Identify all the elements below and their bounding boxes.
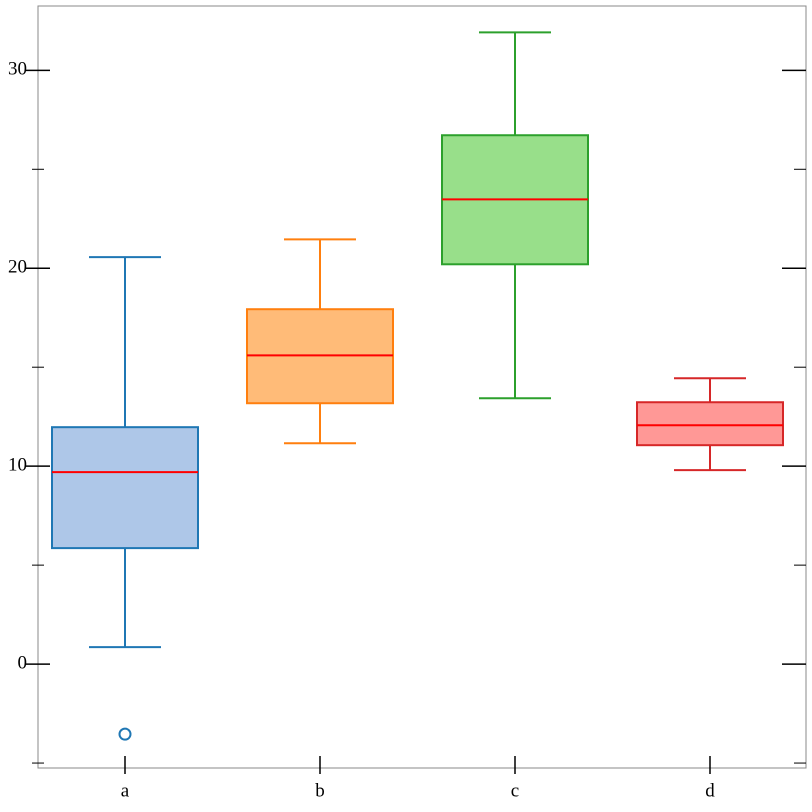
x-tick-label: c (511, 780, 519, 801)
plot-frame (37, 5, 807, 769)
box (51, 426, 199, 550)
x-tick-label: d (705, 780, 715, 801)
x-tick-label: a (121, 780, 130, 801)
y-tick-label: 10 (8, 455, 27, 476)
y-tick-label: 0 (18, 652, 28, 673)
y-tick-label: 30 (8, 59, 27, 80)
box (636, 401, 784, 447)
x-tick-label: b (315, 780, 325, 801)
y-tick-label: 20 (8, 257, 27, 278)
flier (118, 727, 132, 741)
